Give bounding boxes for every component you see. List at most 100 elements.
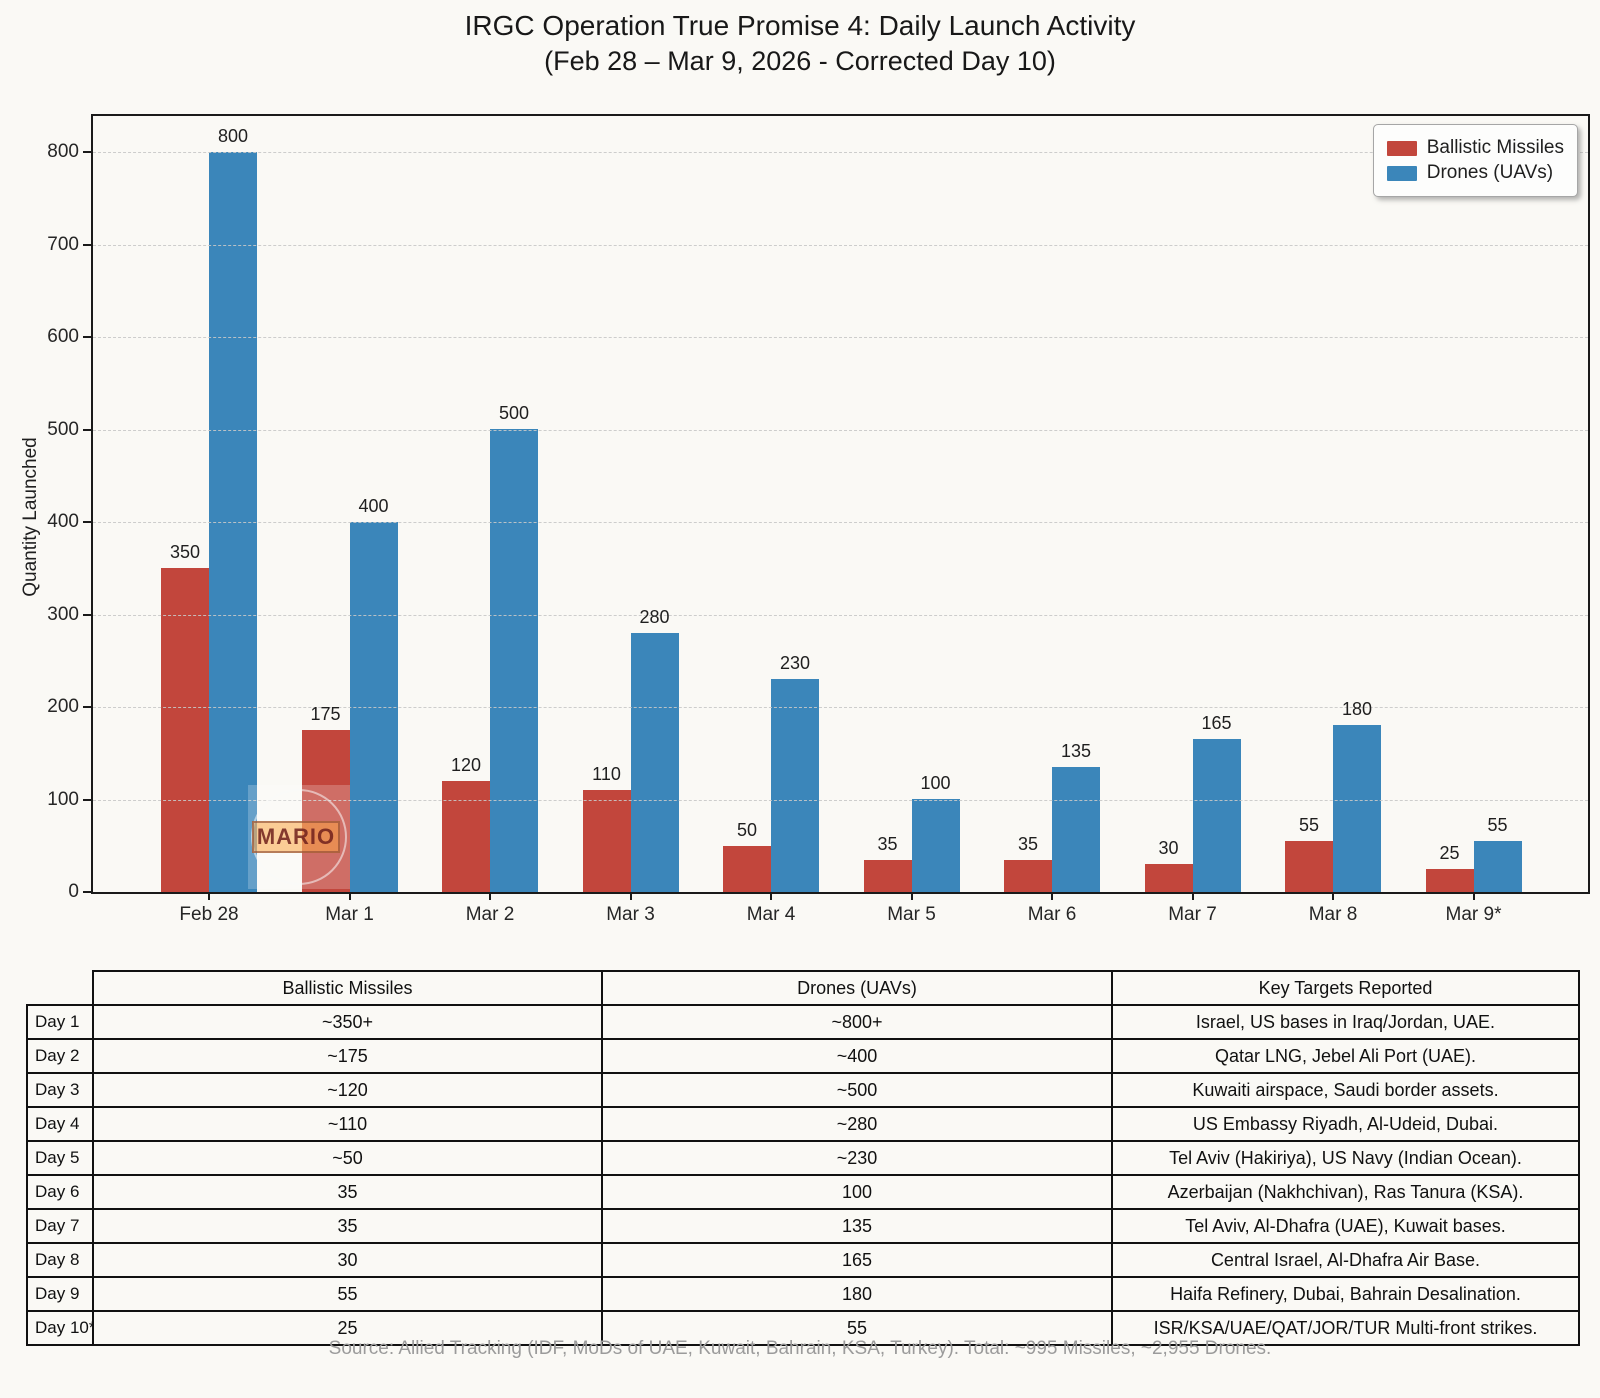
chart-title: IRGC Operation True Promise 4: Daily Lau… — [0, 8, 1600, 79]
targets-cell: Central Israel, Al-Dhafra Air Base. — [1111, 1242, 1580, 1278]
x-tick-mark — [629, 892, 632, 900]
bar-value-label: 35 — [1017, 834, 1039, 854]
x-tick-label: Mar 9* — [1445, 904, 1502, 925]
drones-cell: ~500 — [601, 1072, 1113, 1108]
y-tick-label: 400 — [47, 511, 79, 532]
targets-cell: Israel, US bases in Iraq/Jordan, UAE. — [1111, 1004, 1580, 1040]
bar-value-label: 500 — [498, 403, 530, 423]
drones-cell: ~400 — [601, 1038, 1113, 1074]
x-tick-mark — [910, 892, 913, 900]
legend-swatch — [1386, 165, 1417, 181]
legend-label: Drones (UAVs) — [1426, 162, 1554, 183]
bar-drones-uavs-mar-3 — [630, 633, 679, 892]
bar-value-label: 50 — [736, 820, 758, 840]
gridline — [93, 337, 1588, 338]
drones-cell: ~230 — [601, 1140, 1113, 1176]
bar-value-label: 25 — [1439, 843, 1460, 863]
bar-ballistic-missiles-mar-9- — [1425, 869, 1474, 892]
watermark: MARIO — [248, 785, 350, 889]
bar-ballistic-missiles-mar-6 — [1004, 860, 1052, 892]
gridline — [93, 152, 1588, 153]
bar-value-label: 175 — [310, 704, 341, 724]
targets-cell: Tel Aviv, Al-Dhafra (UAE), Kuwait bases. — [1111, 1208, 1580, 1244]
gridline — [93, 707, 1588, 708]
x-tick-label: Mar 2 — [465, 904, 515, 925]
bar-value-label: 400 — [358, 496, 389, 516]
gridline — [93, 429, 1588, 431]
y-tick-label: 800 — [47, 141, 79, 162]
x-tick-label: Feb 28 — [179, 904, 239, 925]
bar-value-label: 135 — [1060, 741, 1092, 761]
bar-drones-uavs-mar-9- — [1473, 841, 1522, 892]
bar-value-label: 35 — [877, 834, 898, 854]
x-tick-mark — [1332, 892, 1334, 900]
targets-cell: Kuwaiti airspace, Saudi border assets. — [1111, 1072, 1580, 1108]
row-label-cell: Day 7 — [26, 1208, 94, 1244]
y-tick-label: 500 — [47, 418, 79, 440]
missiles-cell: 25 — [92, 1310, 603, 1346]
y-tick-label: 100 — [47, 788, 79, 810]
missiles-cell: 35 — [92, 1174, 603, 1210]
x-tick-label: Mar 1 — [325, 904, 374, 925]
row-label-cell: Day 1 — [26, 1004, 94, 1040]
y-tick-mark — [83, 891, 92, 893]
bar-value-label: 180 — [1341, 699, 1373, 719]
legend-item: Ballistic Missiles — [1386, 137, 1564, 159]
row-label-cell: Day 9 — [26, 1276, 94, 1312]
x-tick-label: Mar 7 — [1168, 904, 1217, 925]
targets-cell: Qatar LNG, Jebel Ali Port (UAE). — [1111, 1038, 1580, 1074]
missiles-cell: ~175 — [92, 1038, 603, 1074]
bar-ballistic-missiles-mar-7 — [1144, 864, 1193, 892]
missiles-cell: ~110 — [92, 1106, 603, 1142]
bar-drones-uavs-mar-5 — [911, 799, 960, 892]
bar-value-label: 350 — [169, 542, 201, 562]
table-row: Day 4 ~110 ~280 US Embassy Riyadh, Al-Udeid… — [26, 1106, 1580, 1142]
bar-drones-uavs-mar-4 — [771, 679, 819, 892]
chart-title-line2: (Feb 28 – Mar 9, 2026 - Corrected Day 10… — [544, 46, 1056, 77]
plot-area: Quantity Launched 350 800 175 400 120 500 110 2… — [20, 114, 1590, 925]
y-tick-label: 300 — [47, 603, 79, 625]
y-tick-mark — [83, 243, 92, 246]
bar-drones-uavs-mar-8 — [1333, 725, 1381, 892]
drones-cell: ~280 — [601, 1106, 1113, 1142]
bar-ballistic-missiles-mar-5 — [863, 860, 912, 892]
targets-cell: ISR/KSA/UAE/QAT/JOR/TUR Multi-front stri… — [1111, 1310, 1580, 1346]
x-tick-label: Mar 3 — [606, 904, 655, 925]
source-note: Source: Allied Tracking (IDF, MoDs of UA… — [328, 1338, 1272, 1359]
row-label-cell: Day 8 — [26, 1242, 94, 1278]
table-row: Day 6 35 100 Azerbaijan (Nakhchivan), Ras T… — [26, 1174, 1580, 1210]
table-row: Day 10* 25 55 ISR/KSA/UAE/QAT/JOR/TUR Multi… — [26, 1310, 1580, 1346]
bar-ballistic-missiles-mar-4 — [723, 846, 771, 892]
table-column-header: Drones (UAVs) — [601, 970, 1113, 1006]
y-tick-mark — [83, 336, 92, 338]
table-row: Day 5 ~50 ~230 Tel Aviv (Hakiriya), US Navy… — [26, 1140, 1580, 1176]
x-tick-label: Mar 6 — [1027, 904, 1077, 925]
table-row: Day 1 ~350+ ~800+ Israel, US bases in Iraq/… — [26, 1004, 1580, 1040]
x-tick-label: Mar 8 — [1308, 904, 1358, 925]
y-tick-mark — [83, 521, 92, 523]
bar-ballistic-missiles-mar-2 — [442, 781, 490, 892]
missiles-cell: 55 — [92, 1276, 603, 1312]
row-label-cell: Day 6 — [26, 1174, 94, 1210]
bar-value-label: 110 — [592, 764, 621, 784]
gridline — [93, 244, 1588, 246]
legend-swatch — [1386, 140, 1417, 156]
row-label-cell: Day 10* — [26, 1310, 94, 1346]
bar-ballistic-missiles-feb-28 — [161, 568, 209, 892]
bar-value-label: 120 — [450, 755, 482, 775]
row-label-cell: Day 2 — [26, 1038, 94, 1074]
missiles-cell: ~350+ — [92, 1004, 603, 1040]
bar-drones-uavs-mar-2 — [490, 429, 538, 892]
missiles-cell: ~50 — [92, 1140, 603, 1176]
y-tick-mark — [83, 706, 92, 708]
daily-launch-table: Ballistic Missiles Drones (UAVs) Key Targe… — [26, 970, 1580, 1346]
bar-value-label: 165 — [1201, 713, 1232, 733]
row-label-cell: Day 3 — [26, 1072, 94, 1108]
table-row: Day 9 55 180 Haifa Refinery, Dubai, Bahrain… — [26, 1276, 1580, 1312]
drones-cell: ~800+ — [601, 1004, 1113, 1040]
y-tick-label: 700 — [47, 233, 79, 255]
x-tick-label: Mar 4 — [746, 904, 796, 925]
watermark-box: MARIO — [252, 821, 340, 853]
legend: Ballistic Missiles Drones (UAVs) — [1372, 124, 1578, 197]
y-tick-label: 600 — [47, 326, 79, 347]
